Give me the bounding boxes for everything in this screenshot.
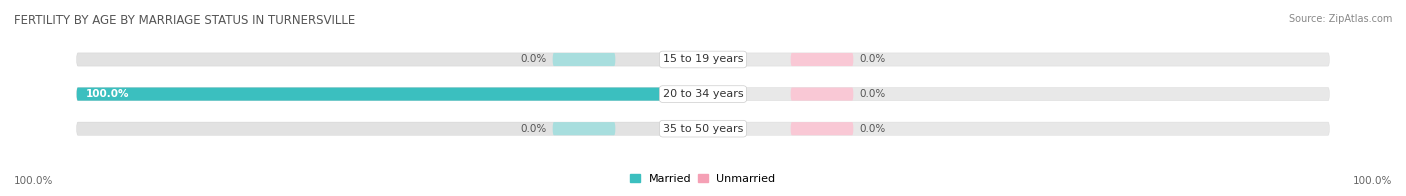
Text: 35 to 50 years: 35 to 50 years bbox=[662, 124, 744, 134]
FancyBboxPatch shape bbox=[703, 87, 1329, 101]
FancyBboxPatch shape bbox=[703, 53, 1329, 66]
FancyBboxPatch shape bbox=[790, 53, 853, 66]
FancyBboxPatch shape bbox=[77, 87, 703, 101]
Text: 100.0%: 100.0% bbox=[14, 176, 53, 186]
FancyBboxPatch shape bbox=[553, 53, 616, 66]
Text: 0.0%: 0.0% bbox=[859, 124, 886, 134]
FancyBboxPatch shape bbox=[703, 122, 1329, 135]
Text: 100.0%: 100.0% bbox=[86, 89, 129, 99]
FancyBboxPatch shape bbox=[553, 122, 616, 135]
Legend: Married, Unmarried: Married, Unmarried bbox=[626, 170, 780, 189]
Text: Source: ZipAtlas.com: Source: ZipAtlas.com bbox=[1288, 14, 1392, 24]
FancyBboxPatch shape bbox=[77, 122, 703, 135]
Text: 15 to 19 years: 15 to 19 years bbox=[662, 54, 744, 64]
FancyBboxPatch shape bbox=[790, 122, 853, 135]
Text: 20 to 34 years: 20 to 34 years bbox=[662, 89, 744, 99]
Text: 0.0%: 0.0% bbox=[520, 124, 547, 134]
Text: FERTILITY BY AGE BY MARRIAGE STATUS IN TURNERSVILLE: FERTILITY BY AGE BY MARRIAGE STATUS IN T… bbox=[14, 14, 356, 27]
FancyBboxPatch shape bbox=[77, 87, 703, 101]
Text: 0.0%: 0.0% bbox=[520, 54, 547, 64]
Text: 0.0%: 0.0% bbox=[859, 54, 886, 64]
Text: 0.0%: 0.0% bbox=[859, 89, 886, 99]
FancyBboxPatch shape bbox=[77, 53, 703, 66]
FancyBboxPatch shape bbox=[790, 87, 853, 101]
Text: 100.0%: 100.0% bbox=[1353, 176, 1392, 186]
